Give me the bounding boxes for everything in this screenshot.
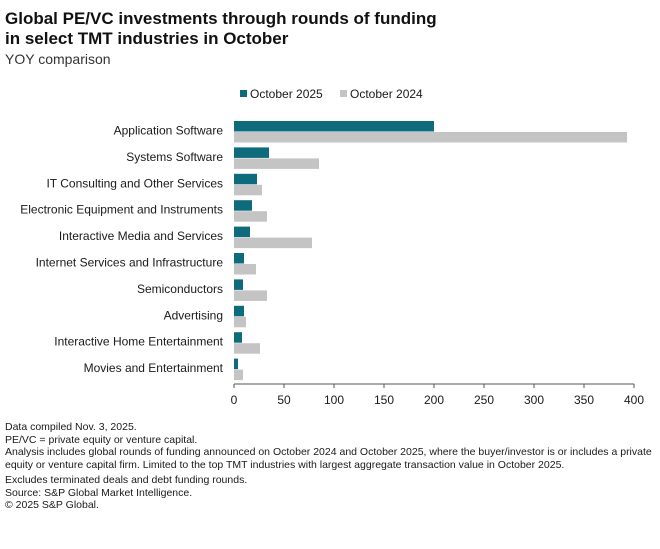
category-label-semiconductors: Semiconductors: [137, 282, 223, 296]
note-analysis: Analysis includes global rounds of fundi…: [5, 446, 652, 471]
bar-it-consulting-and-other-services-october-2024: [234, 184, 262, 196]
chart-notes: Data compiled Nov. 3, 2025. PE/VC = priv…: [5, 421, 655, 512]
bar-advertising-october-2024: [234, 316, 246, 328]
note-exclusions: Excludes terminated deals and debt fundi…: [5, 474, 248, 486]
category-label-systems-software: Systems Software: [126, 150, 223, 164]
category-label-interactive-media-and-services: Interactive Media and Services: [59, 229, 223, 243]
bar-movies-and-entertainment-october-2024: [234, 369, 243, 381]
legend-swatch-october-2024: [340, 90, 347, 97]
x-tick-label-300: 300: [524, 393, 544, 407]
chart-title: Global PE/VC investments through rounds …: [5, 9, 645, 49]
bar-application-software-october-2025: [234, 121, 434, 132]
bar-internet-services-and-infrastructure-october-2024: [234, 264, 256, 275]
note-abbreviation: PE/VC = private equity or venture capita…: [5, 433, 198, 446]
x-tick-label-350: 350: [574, 393, 594, 407]
bar-semiconductors-october-2025: [234, 279, 243, 290]
bar-interactive-home-entertainment-october-2024: [234, 343, 260, 354]
legend-label-october-2025: October 2025: [250, 87, 323, 101]
category-label-movies-and-entertainment: Movies and Entertainment: [84, 361, 224, 375]
x-tick-label-250: 250: [474, 393, 494, 407]
legend-swatch-october-2025: [240, 90, 247, 97]
note-copyright: © 2025 S&P Global.: [5, 499, 99, 511]
legend-label-october-2024: October 2024: [350, 87, 423, 101]
bar-systems-software-october-2025: [234, 147, 269, 158]
x-tick-label-100: 100: [324, 393, 344, 407]
note-date-compiled: Data compiled Nov. 3, 2025.: [5, 421, 137, 433]
bar-advertising-october-2025: [234, 305, 244, 317]
bar-electronic-equipment-and-instruments-october-2024: [234, 211, 267, 222]
chart-title-line-2: in select TMT industries in October: [5, 29, 289, 48]
note-source: Source: S&P Global Market Intelligence.: [5, 486, 193, 499]
bar-movies-and-entertainment-october-2025: [234, 358, 238, 370]
bar-systems-software-october-2024: [234, 158, 319, 169]
bar-semiconductors-october-2024: [234, 290, 267, 301]
category-label-interactive-home-entertainment: Interactive Home Entertainment: [54, 335, 223, 349]
bar-chart: October 2025 October 2024 Application Soft…: [20, 87, 644, 407]
bar-electronic-equipment-and-instruments-october-2025: [234, 200, 252, 211]
category-label-advertising: Advertising: [164, 308, 223, 322]
x-tick-label-50: 50: [277, 393, 291, 407]
bar-interactive-home-entertainment-october-2025: [234, 332, 242, 343]
bar-interactive-media-and-services-october-2024: [234, 237, 312, 249]
category-label-internet-services-and-infrastructure: Internet Services and Infrastructure: [36, 256, 224, 270]
bar-interactive-media-and-services-october-2025: [234, 226, 250, 238]
category-label-application-software: Application Software: [114, 124, 224, 138]
bar-internet-services-and-infrastructure-october-2025: [234, 253, 244, 264]
chart-subtitle: YOY comparison: [5, 51, 111, 67]
x-tick-label-150: 150: [374, 393, 394, 407]
category-label-it-consulting-and-other-services: IT Consulting and Other Services: [46, 176, 223, 190]
x-tick-label-200: 200: [424, 393, 444, 407]
category-label-electronic-equipment-and-instruments: Electronic Equipment and Instruments: [20, 203, 223, 217]
bar-application-software-october-2024: [234, 132, 627, 143]
chart-title-line-1: Global PE/VC investments through rounds …: [5, 9, 437, 28]
bar-it-consulting-and-other-services-october-2025: [234, 173, 257, 185]
x-tick-label-400: 400: [624, 393, 644, 407]
x-tick-label-0: 0: [231, 393, 238, 407]
